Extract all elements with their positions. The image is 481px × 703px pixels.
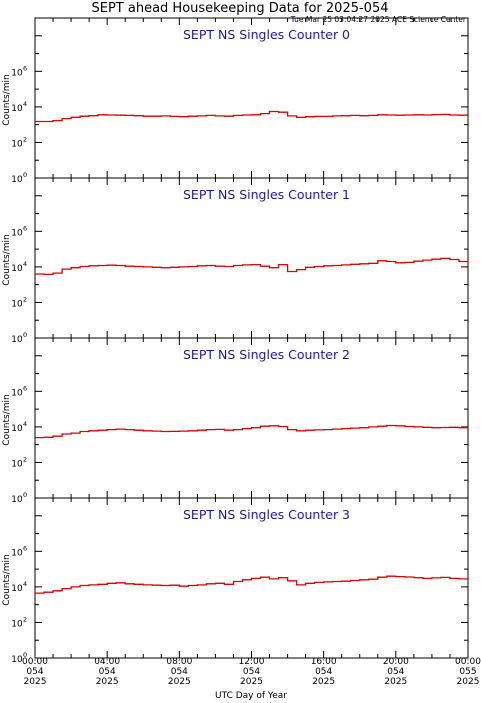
y-tick-label: 10: [11, 424, 23, 434]
y-axis-label: Counts/min: [2, 394, 12, 445]
x-tick-time: 04:00: [94, 657, 120, 667]
y-tick-exponent: 6: [23, 224, 27, 232]
y-tick-label: 10: [11, 228, 23, 238]
y-tick-exponent: 0: [23, 331, 27, 339]
x-tick-year: 2025: [240, 677, 263, 687]
x-axis-label: UTC Day of Year: [215, 691, 287, 701]
x-tick-year: 2025: [384, 677, 407, 687]
y-tick-label: 10: [11, 584, 23, 594]
y-tick-exponent: 4: [23, 100, 27, 108]
y-tick-label: 10: [11, 335, 23, 345]
x-tick-time: 16:00: [311, 657, 337, 667]
y-tick-label: 10: [11, 68, 23, 78]
series-line: [35, 424, 469, 439]
plot-frame: [34, 17, 469, 179]
y-tick-exponent: 0: [23, 491, 27, 499]
x-tick-doy: 054: [99, 667, 116, 677]
series-line: [35, 257, 469, 276]
x-tick-year: 2025: [24, 677, 47, 687]
y-tick-exponent: 2: [23, 295, 27, 303]
x-axis-tick-labels: 00:00054202504:00054202508:00054202512:0…: [22, 657, 481, 687]
y-tick-exponent: 6: [23, 384, 27, 392]
y-tick-label: 10: [11, 264, 23, 274]
plot-frame: [34, 177, 469, 339]
x-tick-doy: 054: [26, 667, 43, 677]
x-tick-time: 20:00: [383, 657, 409, 667]
y-tick-label: 10: [11, 619, 23, 629]
x-tick-year: 2025: [312, 677, 335, 687]
plot-frame: [34, 337, 469, 499]
y-tick-label: 10: [11, 299, 23, 309]
panel-title: SEPT NS Singles Counter 3: [183, 507, 350, 522]
y-tick-exponent: 2: [23, 455, 27, 463]
x-tick-year: 2025: [96, 677, 119, 687]
x-tick-time: 08:00: [166, 657, 192, 667]
page-title: SEPT ahead Housekeeping Data for 2025-05…: [92, 1, 389, 16]
x-tick-year: 2025: [168, 677, 191, 687]
x-tick-time: 12:00: [239, 657, 265, 667]
y-tick-exponent: 2: [23, 615, 27, 623]
y-tick-label: 10: [11, 175, 23, 185]
series-line: [35, 575, 469, 594]
y-tick-label: 10: [11, 495, 23, 505]
y-tick-exponent: 4: [23, 260, 27, 268]
x-tick-doy: 054: [243, 667, 260, 677]
panel-title: SEPT NS Singles Counter 1: [183, 187, 350, 202]
y-axis-label: Counts/min: [2, 554, 12, 605]
y-tick-label: 10: [11, 104, 23, 114]
y-tick-label: 10: [11, 655, 23, 665]
y-tick-exponent: 6: [23, 64, 27, 72]
x-tick-doy: 055: [459, 667, 476, 677]
y-axis-label: Counts/min: [2, 74, 12, 125]
x-tick-doy: 054: [171, 667, 188, 677]
y-tick-exponent: 4: [23, 580, 27, 588]
timestamp: Tue Mar 25 03:04:27 2025 ACE Science Cen…: [290, 15, 467, 24]
x-tick-doy: 054: [387, 667, 404, 677]
x-tick-year: 2025: [457, 677, 480, 687]
x-tick-doy: 054: [315, 667, 332, 677]
panel-title: SEPT NS Singles Counter 0: [183, 27, 350, 42]
y-axis-label: Counts/min: [2, 234, 12, 285]
y-tick-label: 10: [11, 388, 23, 398]
y-tick-exponent: 0: [23, 171, 27, 179]
y-tick-exponent: 0: [23, 651, 27, 659]
y-tick-label: 10: [11, 139, 23, 149]
y-tick-label: 10: [11, 459, 23, 469]
y-tick-exponent: 4: [23, 420, 27, 428]
y-tick-exponent: 2: [23, 135, 27, 143]
x-tick-time: 00:00: [455, 657, 481, 667]
series-line: [35, 110, 469, 123]
y-tick-exponent: 6: [23, 544, 27, 552]
x-tick-time: 00:00: [22, 657, 48, 667]
panel-title: SEPT NS Singles Counter 2: [183, 347, 350, 362]
y-tick-label: 10: [11, 548, 23, 558]
